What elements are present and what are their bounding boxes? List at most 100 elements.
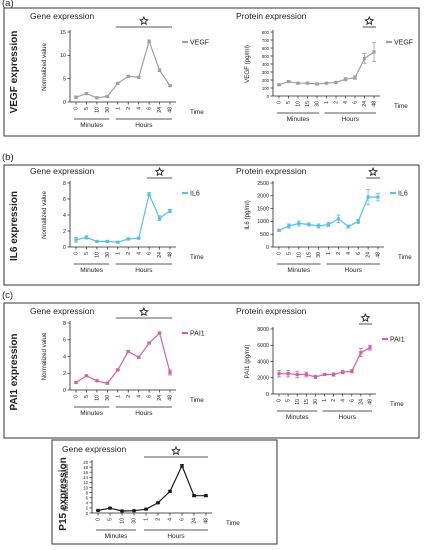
data-point bbox=[126, 237, 130, 241]
x-tick-label: 0 bbox=[74, 252, 80, 255]
data-point bbox=[108, 506, 112, 510]
x-tick-label: 24 bbox=[157, 395, 163, 401]
y-tick-label: 600 bbox=[262, 46, 270, 51]
group-label: Hours bbox=[345, 267, 363, 274]
data-point bbox=[116, 81, 120, 85]
y-tick-label: 0 bbox=[63, 100, 66, 106]
group-label: Hours bbox=[135, 410, 153, 417]
x-tick-label: 2 bbox=[156, 518, 162, 521]
data-point bbox=[157, 68, 162, 72]
x-tick-label: 0 bbox=[277, 399, 283, 402]
x-tick-label: 5 bbox=[286, 101, 292, 104]
data-point bbox=[116, 240, 120, 244]
data-point bbox=[105, 239, 109, 243]
x-tick-label: 48 bbox=[372, 101, 378, 107]
x-tick-label: 48 bbox=[204, 518, 210, 524]
data-point bbox=[204, 494, 208, 498]
legend-label: PAI1 bbox=[390, 337, 405, 344]
data-point bbox=[105, 381, 109, 385]
chart-title: Gene expression bbox=[30, 166, 95, 176]
x-tick-label: 48 bbox=[376, 252, 382, 258]
x-tick-label: 6 bbox=[349, 399, 355, 402]
data-point bbox=[147, 39, 151, 43]
time-axis-label: Time bbox=[190, 109, 204, 116]
data-point bbox=[277, 372, 281, 376]
x-tick-label: 48 bbox=[168, 252, 174, 258]
group-label: Hours bbox=[135, 122, 153, 129]
group-label: Hours bbox=[135, 267, 153, 274]
x-tick-label: 5 bbox=[286, 399, 292, 402]
chart-title: Gene expression bbox=[30, 306, 95, 316]
star-outline-icon bbox=[139, 15, 149, 26]
data-point bbox=[168, 370, 172, 375]
y-tick-label: 800 bbox=[262, 30, 270, 35]
x-tick-label: 1 bbox=[324, 101, 330, 104]
y-tick-label: 0 bbox=[266, 245, 269, 251]
data-point bbox=[346, 224, 350, 229]
x-tick-label: 2 bbox=[126, 395, 132, 398]
x-tick-label: 4 bbox=[346, 252, 352, 255]
x-tick-label: 4 bbox=[340, 399, 346, 402]
time-axis-label: Time bbox=[398, 254, 412, 261]
data-point bbox=[74, 380, 78, 385]
x-tick-label: 1 bbox=[115, 107, 121, 110]
y-tick-label: 0 bbox=[63, 245, 66, 251]
chart-title: Protein expression bbox=[236, 166, 307, 176]
y-tick-label: 6 bbox=[63, 197, 66, 203]
data-point bbox=[137, 236, 141, 240]
x-tick-label: 10 bbox=[296, 101, 302, 107]
y-tick-label: 8 bbox=[63, 181, 66, 187]
x-tick-label: 6 bbox=[147, 395, 153, 398]
chart-title: Gene expression bbox=[30, 11, 95, 21]
x-tick-label: 15 bbox=[304, 399, 310, 405]
group-label: Minutes bbox=[105, 533, 129, 540]
data-point bbox=[120, 509, 124, 513]
data-point bbox=[332, 372, 336, 377]
y-tick-label: 1500 bbox=[257, 206, 269, 212]
x-tick-label: 10 bbox=[94, 252, 100, 258]
x-tick-label: 48 bbox=[368, 399, 374, 405]
legend-label: VEGF bbox=[190, 40, 209, 47]
group-label: Minutes bbox=[80, 410, 104, 417]
y-axis-title: PAI1 (pg/ml) bbox=[244, 345, 251, 379]
x-tick-label: 30 bbox=[315, 101, 321, 107]
x-tick-label: 6 bbox=[147, 107, 153, 110]
x-tick-label: 30 bbox=[105, 395, 111, 401]
time-axis-label: Time bbox=[226, 520, 240, 527]
x-tick-label: 10 bbox=[94, 395, 100, 401]
star-outline-icon bbox=[364, 15, 375, 26]
data-point bbox=[105, 94, 109, 98]
x-tick-label: 5 bbox=[287, 252, 293, 255]
y-axis-title: Normalized value bbox=[41, 191, 48, 239]
y-axis-title: Normalized value bbox=[63, 463, 70, 511]
y-tick-label: 6000 bbox=[257, 343, 269, 349]
data-point bbox=[366, 195, 370, 199]
data-point bbox=[144, 507, 148, 511]
y-axis-title: Normalized value bbox=[41, 43, 48, 91]
data-point bbox=[126, 74, 130, 78]
y-tick-label: 0 bbox=[266, 392, 269, 398]
y-tick-label: 8 bbox=[86, 490, 89, 495]
x-tick-label: 10 bbox=[120, 518, 126, 524]
panel-label: (b) bbox=[2, 152, 14, 163]
y-tick-label: 15 bbox=[60, 30, 66, 36]
y-tick-label: 100 bbox=[262, 86, 270, 91]
x-tick-label: 30 bbox=[132, 518, 138, 524]
data-point bbox=[286, 372, 290, 376]
x-tick-label: 10 bbox=[296, 252, 302, 258]
data-point bbox=[157, 331, 162, 335]
x-tick-label: 5 bbox=[84, 107, 90, 110]
y-tick-label: 0 bbox=[63, 388, 66, 394]
y-axis-title: Normalized value bbox=[41, 332, 48, 380]
data-point bbox=[326, 222, 331, 227]
data-point bbox=[297, 221, 301, 226]
star-outline-icon bbox=[139, 306, 149, 317]
y-tick-label: 10 bbox=[83, 485, 88, 490]
x-tick-label: 30 bbox=[105, 107, 111, 113]
y-tick-label: 500 bbox=[260, 232, 269, 238]
legend-label: IL6 bbox=[190, 191, 200, 198]
x-tick-label: 24 bbox=[192, 518, 198, 524]
data-point bbox=[336, 217, 340, 221]
data-point bbox=[295, 372, 299, 377]
